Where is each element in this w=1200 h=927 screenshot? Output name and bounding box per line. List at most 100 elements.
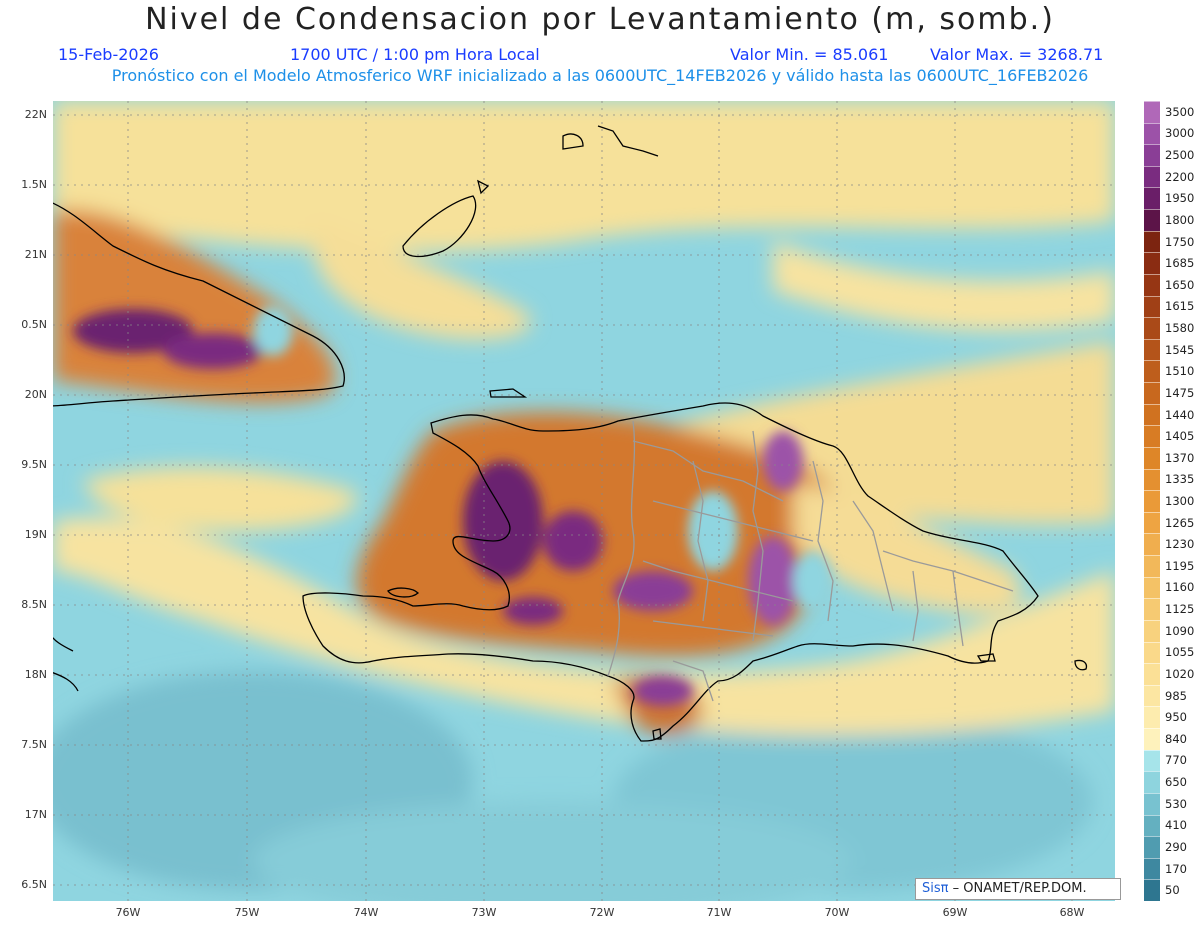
legend-swatch [1144,165,1160,188]
legend-label: 1020 [1165,666,1195,681]
legend-swatch [1144,122,1160,145]
lat-label: 19N [24,528,47,541]
lat-label: 20N [24,388,47,401]
legend-swatch [1144,684,1160,707]
legend-swatch [1144,619,1160,643]
legend-swatch [1144,230,1160,253]
legend-label: 1440 [1165,407,1195,422]
model-info: Pronóstico con el Modelo Atmosferico WRF… [111,66,1089,85]
legend-swatch [1144,252,1160,275]
legend-label: 2500 [1165,148,1195,163]
legend-swatch [1144,555,1160,578]
legend-swatch [1144,360,1160,383]
lon-label: 68W [1059,906,1085,919]
legend-swatch [1144,317,1160,340]
lat-label: 8.5N [21,598,47,611]
legend-label: 1615 [1165,299,1195,314]
legend-label: 1335 [1165,472,1195,487]
lat-label: 1.5N [21,178,47,191]
lat-label: 6.5N [21,878,47,891]
legend-swatch [1144,273,1160,297]
legend-swatch [1144,490,1160,513]
legend-swatch [1144,814,1160,837]
legend-swatch [1144,749,1160,772]
legend-swatch [1144,598,1160,621]
max-value: Valor Max. = 3268.71 [930,45,1104,64]
legend-label: 1650 [1165,277,1195,292]
legend-swatch [1144,446,1160,470]
legend-label: 770 [1165,753,1187,768]
credit-box: Sisπ – ONAMET/REP.DOM. [915,878,1121,900]
legend-swatch [1144,144,1160,167]
lon-label: 70W [824,906,850,919]
legend-swatch [1144,468,1160,491]
legend-label: 290 [1165,839,1187,854]
lon-label: 73W [471,906,497,919]
legend-label: 1195 [1165,558,1195,573]
lon-label: 69W [942,906,968,919]
legend-swatch [1144,641,1160,664]
graticule [53,101,1115,901]
legend-swatch [1144,187,1160,210]
coastline [53,125,1088,742]
lon-label: 72W [589,906,615,919]
lat-label: 17N [24,808,47,821]
legend-label: 1125 [1165,602,1195,617]
forecast-date: 15-Feb-2026 [58,45,159,64]
legend-swatch [1144,101,1160,124]
sispi-logo: Sisπ [922,881,949,896]
legend-swatch [1144,576,1160,599]
lcl-field-map [53,101,1115,901]
forecast-time: 1700 UTC / 1:00 pm Hora Local [290,45,540,64]
lat-label: 18N [24,668,47,681]
lon-label: 74W [353,906,379,919]
legend-label: 1510 [1165,364,1195,379]
lcl-high-core [73,306,833,706]
legend-label: 1685 [1165,256,1195,271]
legend-label: 1160 [1165,580,1195,595]
legend-swatch [1144,836,1160,859]
legend-label: 1230 [1165,537,1195,552]
lon-label: 75W [234,906,260,919]
legend-swatch [1144,338,1160,361]
legend-label: 650 [1165,775,1187,790]
legend-swatch [1144,792,1160,815]
legend-swatch [1144,382,1160,405]
lat-label: 21N [24,248,47,261]
legend-label: 50 [1165,883,1180,898]
legend-swatch [1144,663,1160,686]
legend-swatch [1144,857,1160,880]
legend-swatch [1144,706,1160,729]
legend-swatch [1144,295,1160,318]
legend-label: 1545 [1165,342,1195,357]
legend-label: 530 [1165,796,1187,811]
legend-swatch [1144,511,1160,534]
legend-label: 1370 [1165,450,1195,465]
legend-label: 2200 [1165,169,1195,184]
legend-label: 1580 [1165,321,1195,336]
legend-label: 170 [1165,861,1187,876]
legend-label: 840 [1165,731,1187,746]
legend-swatch [1144,209,1160,232]
map-panel [53,101,1115,901]
lat-label: 7.5N [21,738,47,751]
legend-label: 1800 [1165,212,1195,227]
legend-swatch [1144,771,1160,794]
legend-label: 3500 [1165,104,1195,119]
legend-label: 1750 [1165,234,1195,249]
province-boundaries [607,420,1014,702]
legend-swatch [1144,728,1160,751]
legend-label: 1265 [1165,515,1195,530]
lcl-shading [53,101,1115,901]
legend-swatch [1144,425,1160,448]
legend-swatch [1144,533,1160,556]
legend-label: 985 [1165,688,1187,703]
lat-label: 0.5N [21,318,47,331]
legend-label: 410 [1165,818,1187,833]
min-value: Valor Min. = 85.061 [730,45,889,64]
legend-label: 950 [1165,710,1187,725]
legend-label: 1090 [1165,623,1195,638]
credit-text: – ONAMET/REP.DOM. [952,881,1087,896]
color-legend: 3500 3000 2500 2200 1950 1800 1750 1685 1650 1615… [1144,101,1200,902]
legend-label: 1475 [1165,385,1195,400]
